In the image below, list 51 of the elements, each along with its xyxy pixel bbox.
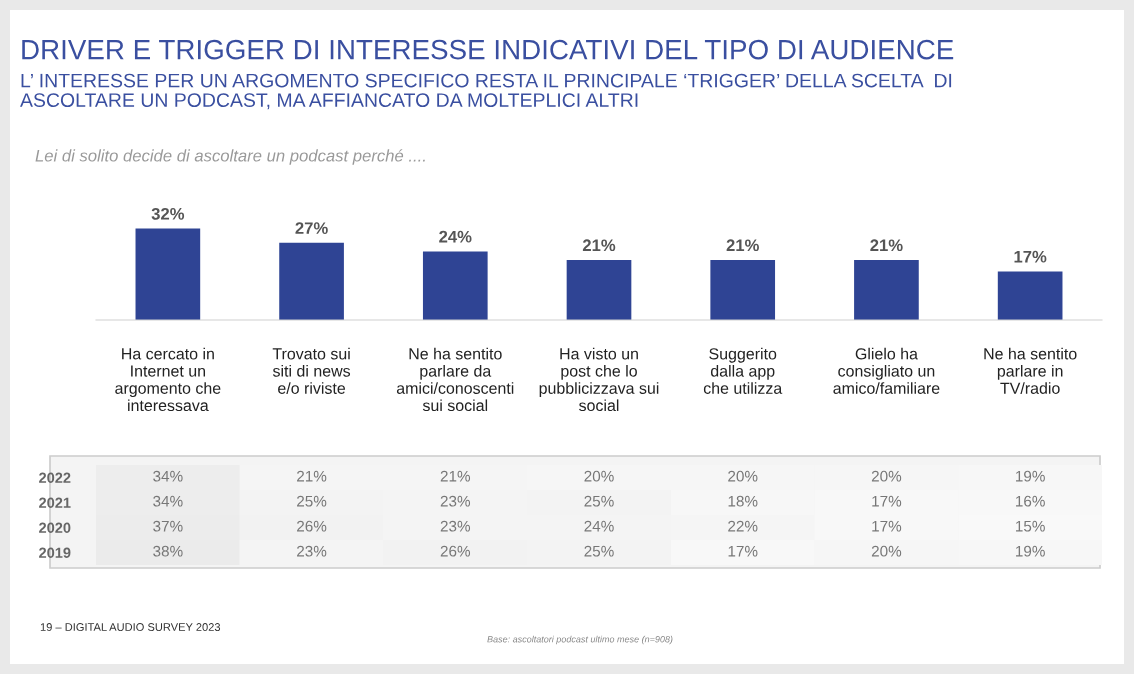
text: Base: ascoltatori podcast ultimo mese (n=908) (487, 635, 673, 645)
y-tick-label: 2020 (39, 522, 71, 533)
data-label: 21% (297, 470, 327, 482)
data-label: 38% (153, 545, 183, 557)
data-label: 26% (297, 520, 327, 532)
data-label: 16% (1016, 495, 1045, 507)
y-tick-label: 2019 (39, 547, 71, 558)
data-label: 15% (1016, 520, 1045, 532)
data-label: 24% (584, 520, 614, 532)
y-tick-label: 2022 (39, 472, 71, 483)
data-label: 22% (728, 520, 758, 532)
y-tick-label: 2021 (39, 497, 71, 508)
x-tick-label: Ne ha sentito parlare da amici/conoscenti sui social (396, 347, 514, 412)
data-label: 26% (440, 545, 471, 557)
data-label: 17% (728, 545, 758, 557)
x-tick-label: Suggerito dalla app che utilizza (703, 347, 783, 394)
data-label: 17% (872, 520, 902, 532)
x-tick-label: Ne ha sentito parlare in TV/radio (984, 347, 1077, 394)
data-label: 20% (584, 470, 614, 482)
data-label: 23% (440, 495, 471, 507)
data-label: 19% (1016, 470, 1045, 482)
chart-title: DRIVER E TRIGGER DI INTERESSE INDICATIVI DEL TIPO DI AUDIENCE (22, 39, 954, 60)
data-label: 34% (153, 470, 183, 482)
x-tick-label: Trovato sui siti di news e/o riviste (272, 347, 351, 394)
text: Lei di solito decide di ascoltare un podcast perché .... (35, 149, 425, 165)
data-label: 21% (582, 239, 616, 252)
data-label: 25% (584, 545, 614, 557)
data-label: 20% (871, 470, 902, 482)
data-label: 17% (872, 495, 902, 507)
data-label: 18% (728, 495, 758, 507)
data-label: 23% (297, 545, 327, 557)
data-label: 20% (871, 545, 902, 557)
data-label: 34% (153, 495, 183, 507)
data-label: 21% (440, 470, 471, 482)
data-label: 20% (728, 470, 758, 482)
data-label: 23% (440, 520, 471, 532)
data-label: 37% (153, 520, 183, 532)
x-tick-label: Ha cercato in Internet un argomento che interessava (115, 347, 221, 412)
text: 19 – DIGITAL AUDIO SURVEY 2023 (40, 623, 221, 631)
data-label: 24% (439, 230, 472, 243)
data-label: 27% (295, 222, 328, 234)
data-label: 21% (870, 239, 903, 252)
x-tick-label: Glielo ha consigliato un amico/familiare (833, 347, 940, 394)
data-label: 21% (726, 239, 759, 252)
data-label: 17% (1014, 250, 1047, 263)
data-label: 19% (1016, 545, 1045, 557)
chart-subtitle: L’ INTERESSE PER UN ARGOMENTO SPECIFICO RESTA IL PRINCIPALE ‘TRIGGER’ DELLA SCELTA DI ASCOLTARE UN PODCAST, MA AFFIANCATO DA MOLTEPLICI ALTRI (20, 73, 952, 110)
x-tick-label: Ha visto un post che lo pubblicizzava sui social (539, 347, 659, 412)
data-label: 25% (297, 495, 327, 507)
data-label: 25% (584, 495, 614, 507)
data-label: 32% (151, 207, 185, 220)
